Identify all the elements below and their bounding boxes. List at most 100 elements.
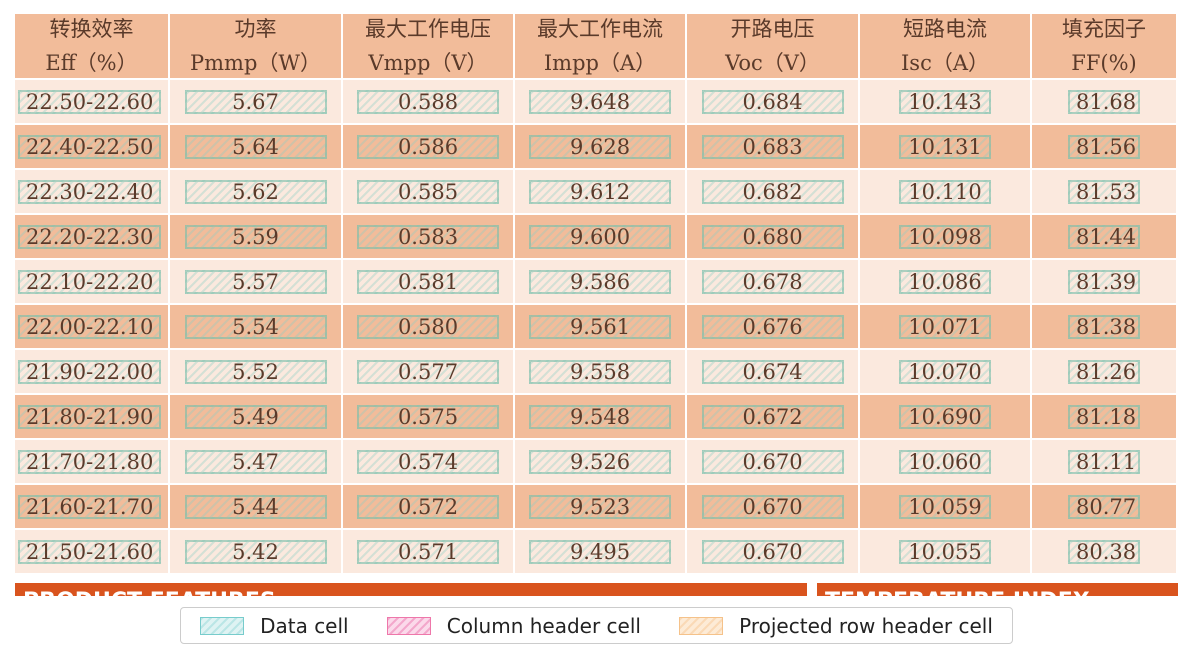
data-cell: 81.11: [1032, 440, 1178, 485]
column-header: 最大工作电压 Vmpp（V）: [343, 14, 515, 80]
cell-text: 0.583: [357, 224, 499, 249]
row-header-cell: 22.30-22.40: [15, 170, 170, 215]
data-cell: 81.56: [1032, 125, 1178, 170]
data-cell: 0.672: [687, 395, 860, 440]
cell-text: 0.580: [357, 314, 499, 339]
cell-text: 81.53: [1068, 179, 1140, 204]
data-cell: 0.583: [343, 215, 515, 260]
cell-text: 21.70-21.80: [18, 449, 162, 474]
row-header-cell: 21.50-21.60: [15, 530, 170, 575]
cell-text: 0.680: [701, 224, 844, 249]
data-cell: 9.548: [515, 395, 687, 440]
cell-text: 0.684: [701, 89, 844, 114]
cell-text: 5.67: [184, 89, 327, 114]
cell-text: 81.44: [1068, 224, 1140, 249]
data-cell: 10.690: [860, 395, 1032, 440]
cell-text: 5.47: [184, 449, 327, 474]
data-cell: 10.070: [860, 350, 1032, 395]
data-cell: 9.586: [515, 260, 687, 305]
data-cell: 10.071: [860, 305, 1032, 350]
cell-text: 81.56: [1068, 134, 1140, 159]
section-bar: PRODUCT FEATURES: [15, 583, 807, 596]
legend-item: Column header cell: [386, 614, 641, 638]
data-cell: 0.577: [343, 350, 515, 395]
cell-text: 9.612: [529, 179, 671, 204]
cell-text: 5.59: [184, 224, 327, 249]
data-cell: 10.055: [860, 530, 1032, 575]
data-cell: 80.77: [1032, 485, 1178, 530]
cell-text: 0.682: [701, 179, 844, 204]
cell-text: 0.574: [357, 449, 499, 474]
header-text: Voc（V）: [725, 51, 820, 75]
cell-text: 10.098: [899, 224, 991, 249]
header-text: Pmmp（W）: [190, 51, 321, 75]
cell-text: 10.143: [899, 89, 991, 114]
cell-text: 5.42: [184, 539, 327, 564]
data-cell: 0.670: [687, 530, 860, 575]
row-header-cell: 22.20-22.30: [15, 215, 170, 260]
data-cell: 81.38: [1032, 305, 1178, 350]
cell-text: 9.600: [529, 224, 671, 249]
data-cell: 0.683: [687, 125, 860, 170]
cell-text: 81.26: [1068, 359, 1140, 384]
column-header: 最大工作电流 Impp（A）: [515, 14, 687, 80]
data-cell: 5.44: [170, 485, 343, 530]
cell-text: 0.588: [357, 89, 499, 114]
data-cell: 5.54: [170, 305, 343, 350]
row-header-cell: 21.60-21.70: [15, 485, 170, 530]
cell-text: 0.577: [357, 359, 499, 384]
cell-text: 21.60-21.70: [18, 494, 162, 519]
data-cell: 9.648: [515, 80, 687, 125]
data-cell: 10.143: [860, 80, 1032, 125]
data-cell: 5.47: [170, 440, 343, 485]
data-cell: 9.526: [515, 440, 687, 485]
data-cell: 5.52: [170, 350, 343, 395]
data-cell: 0.670: [687, 440, 860, 485]
data-cell: 5.49: [170, 395, 343, 440]
cell-text: 9.648: [529, 89, 671, 114]
data-cell: 0.678: [687, 260, 860, 305]
cell-text: 10.071: [899, 314, 991, 339]
data-cell: 9.495: [515, 530, 687, 575]
data-cell: 9.523: [515, 485, 687, 530]
cell-text: 81.38: [1068, 314, 1140, 339]
cell-text: 10.060: [899, 449, 991, 474]
cell-text: 9.558: [529, 359, 671, 384]
data-cell: 81.18: [1032, 395, 1178, 440]
data-cell: 9.612: [515, 170, 687, 215]
data-cell: 0.585: [343, 170, 515, 215]
row-header-cell: 21.80-21.90: [15, 395, 170, 440]
cell-text: 10.690: [899, 404, 991, 429]
cell-text: 0.670: [701, 449, 844, 474]
cell-text: 0.683: [701, 134, 844, 159]
cell-text: 5.64: [184, 134, 327, 159]
cell-text: 22.40-22.50: [18, 134, 162, 159]
header-text: Isc（A）: [901, 51, 989, 75]
data-cell: 0.674: [687, 350, 860, 395]
cell-text: 22.20-22.30: [18, 224, 162, 249]
legend: Data cell Column header cell Projected r…: [180, 607, 1013, 644]
cell-text: 0.571: [357, 539, 499, 564]
section-title: TEMPERATURE INDEX: [825, 591, 1090, 597]
column-header: 转换效率 Eff（%）: [15, 14, 170, 80]
row-header-cell: 21.70-21.80: [15, 440, 170, 485]
cell-text: 9.526: [529, 449, 671, 474]
header-text: Eff（%）: [45, 51, 138, 75]
cell-text: 10.110: [899, 179, 991, 204]
cell-text: 0.572: [357, 494, 499, 519]
cell-text: 0.674: [701, 359, 844, 384]
cell-text: 10.131: [899, 134, 991, 159]
cell-text: 0.581: [357, 269, 499, 294]
legend-swatch: [679, 616, 724, 635]
data-cell: 10.131: [860, 125, 1032, 170]
cell-text: 0.678: [701, 269, 844, 294]
cell-text: 5.57: [184, 269, 327, 294]
data-cell: 5.67: [170, 80, 343, 125]
legend-label: Data cell: [260, 613, 349, 638]
cell-text: 0.670: [701, 539, 844, 564]
cell-text: 10.055: [899, 539, 991, 564]
cell-text: 81.18: [1068, 404, 1140, 429]
cell-text: 21.50-21.60: [18, 539, 162, 564]
cell-text: 22.50-22.60: [18, 89, 162, 114]
data-cell: 81.53: [1032, 170, 1178, 215]
